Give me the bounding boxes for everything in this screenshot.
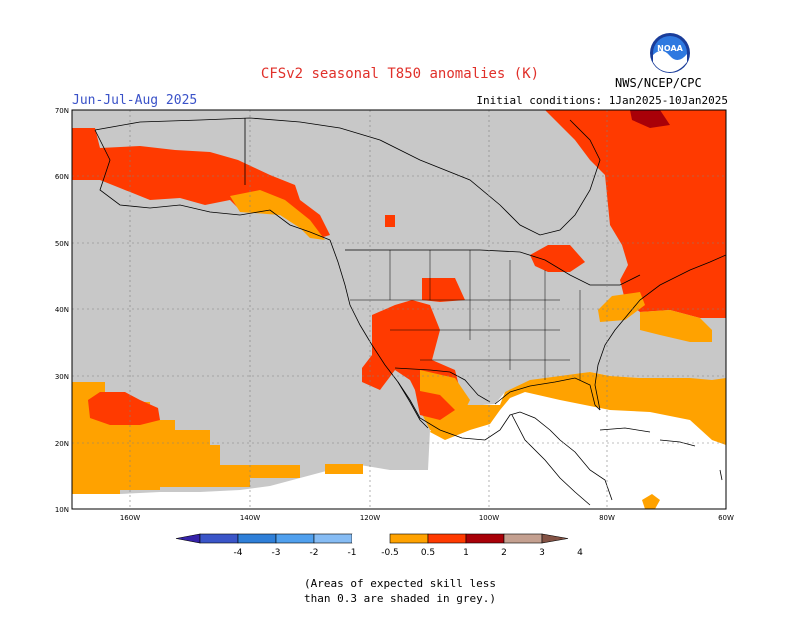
coastline-east — [594, 254, 726, 411]
colorbar-label: -2 — [310, 548, 319, 558]
colorbar-label: -4 — [234, 548, 243, 558]
lat-label: 40N — [55, 306, 69, 314]
anomaly-greatlakes-red — [530, 245, 585, 272]
caribbean-islands — [599, 427, 723, 481]
colorbar-label: 4 — [577, 548, 583, 558]
lat-label: 30N — [55, 373, 69, 381]
lon-label: 120W — [360, 514, 380, 522]
anomaly-colorado-red — [422, 278, 465, 302]
coastline-gulf — [494, 377, 601, 411]
colorbar: -4 -3 -2 -1 -0.5 0.5 1 2 3 4 — [175, 533, 583, 558]
colorbar-swatch — [389, 533, 429, 544]
anomaly-gulf-orange — [430, 372, 726, 445]
colorbar-swatch — [275, 533, 315, 544]
colorbar-swatch — [313, 533, 353, 544]
anomaly-atlantic-orange — [640, 310, 712, 342]
lat-label: 50N — [55, 240, 69, 248]
anomaly-baja-red — [415, 390, 455, 420]
initial-conditions: Initial conditions: 1Jan2025-10Jan2025 — [476, 94, 728, 107]
noaa-logo: NOAA — [650, 33, 690, 73]
colorbar-swatch — [503, 533, 543, 544]
skill-note: (Areas of expected skill less than 0.3 a… — [0, 576, 800, 606]
coastline-arctic — [94, 117, 601, 236]
colorbar-swatch — [237, 533, 277, 544]
lon-label: 160W — [120, 514, 140, 522]
anomaly-alaska-orange — [230, 190, 325, 240]
colorbar-label: -1 — [348, 548, 357, 558]
coastline-baja — [397, 381, 429, 429]
skill-note-line: than 0.3 are shaded in grey.) — [303, 592, 497, 605]
map-title: CFSv2 seasonal T850 anomalies (K) — [260, 66, 540, 82]
lon-label: 140W — [240, 514, 260, 522]
colorbar-label: 0.5 — [421, 548, 435, 558]
lat-label: 60N — [55, 173, 69, 181]
map-grid — [72, 110, 726, 509]
season-label: Jun-Jul-Aug 2025 — [72, 93, 198, 108]
lon-label: 80W — [599, 514, 615, 522]
central-america — [511, 414, 591, 506]
lat-label: 70N — [55, 107, 69, 115]
colorbar-arrow-high — [541, 533, 569, 544]
coastline-alaska — [94, 129, 331, 241]
anomaly-pacific-red — [88, 392, 160, 425]
colorbar-label: 3 — [539, 548, 545, 558]
anomaly-alaska-red — [72, 128, 330, 238]
colorbar-swatch — [199, 533, 239, 544]
lon-label: 60W — [718, 514, 734, 522]
colorbar-label: -3 — [272, 548, 281, 558]
colorbar-arrow-low — [175, 533, 201, 544]
skill-note-line: (Areas of expected skill less — [303, 577, 497, 590]
border-us-canada — [345, 249, 641, 286]
lon-label: 100W — [479, 514, 499, 522]
coastline-west — [329, 239, 613, 501]
map-frame — [71, 109, 727, 510]
lat-label: 10N — [55, 506, 69, 514]
colorbar-swatch — [352, 534, 390, 543]
agency-label: NWS/NCEP/CPC — [615, 76, 702, 90]
colorbar-label: 2 — [501, 548, 507, 558]
low-skill-area — [72, 110, 726, 494]
anomaly-east-darkred — [630, 110, 670, 128]
anomaly-east-red — [545, 110, 726, 318]
colorbar-swatch — [427, 533, 467, 544]
colorbar-swatch — [465, 533, 505, 544]
colorbar-label: -0.5 — [381, 548, 399, 558]
colorbar-label: 1 — [463, 548, 469, 558]
anomaly-east-orange — [598, 292, 645, 322]
lat-label: 20N — [55, 440, 69, 448]
logo-text: NOAA — [657, 44, 683, 53]
